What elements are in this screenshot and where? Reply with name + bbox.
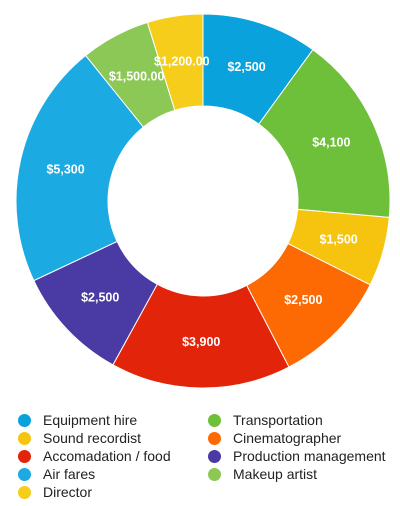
slice-label-6: $5,300 xyxy=(46,162,84,176)
legend-label-1: Transportation xyxy=(233,412,323,428)
slice-8 xyxy=(146,13,204,111)
slice-6 xyxy=(15,54,145,282)
legend-item-0: Equipment hire xyxy=(18,411,208,429)
legend-swatch-7 xyxy=(208,467,221,481)
legend-swatch-8 xyxy=(18,485,31,499)
slice-label-4: $3,900 xyxy=(182,335,220,349)
legend-item-6: Air fares xyxy=(18,465,208,483)
legend-label-8: Director xyxy=(43,484,93,500)
slice-label-3: $2,500 xyxy=(284,293,322,307)
donut-chart: $2,500 $4,100 $1,500 $2,500 $3,900 $2,500 $5,3… xyxy=(15,13,391,389)
legend-item-3: Cinematographer xyxy=(208,429,398,447)
legend-item-5: Production management xyxy=(208,447,398,465)
legend-label-5: Production management xyxy=(233,448,386,464)
legend-item-8: Director xyxy=(18,483,208,501)
chart-legend: Equipment hire Transportation Sound record… xyxy=(18,411,398,501)
legend-item-4: Accomadation / food xyxy=(18,447,208,465)
slice-label-5: $2,500 xyxy=(81,291,119,305)
legend-label-3: Cinematographer xyxy=(233,430,342,446)
slice-label-8: $1,200.00 xyxy=(154,55,210,69)
legend-label-0: Equipment hire xyxy=(43,412,138,428)
legend-swatch-4 xyxy=(18,449,31,463)
slices-group xyxy=(15,13,391,389)
legend-swatch-1 xyxy=(208,413,221,427)
legend-label-7: Makeup artist xyxy=(233,466,318,482)
legend-label-2: Sound recordist xyxy=(43,430,142,446)
legend-item-1: Transportation xyxy=(208,411,398,429)
slice-label-0: $2,500 xyxy=(227,60,265,74)
slice-label-1: $4,100 xyxy=(312,136,350,150)
legend-swatch-0 xyxy=(18,413,31,427)
slice-label-7: $1,500.00 xyxy=(109,70,165,84)
legend-label-4: Accomadation / food xyxy=(43,448,171,464)
slice-label-2: $1,500 xyxy=(320,232,358,246)
slice-labels-group: $2,500 $4,100 $1,500 $2,500 $3,900 $2,500 $5,3… xyxy=(46,55,357,349)
legend-swatch-6 xyxy=(18,467,31,481)
slice-4 xyxy=(112,283,290,389)
legend-item-7: Makeup artist xyxy=(208,465,398,483)
legend-swatch-3 xyxy=(208,431,221,445)
legend-swatch-2 xyxy=(18,431,31,445)
legend-swatch-5 xyxy=(208,449,221,463)
legend-item-2: Sound recordist xyxy=(18,429,208,447)
legend-label-6: Air fares xyxy=(43,466,96,482)
